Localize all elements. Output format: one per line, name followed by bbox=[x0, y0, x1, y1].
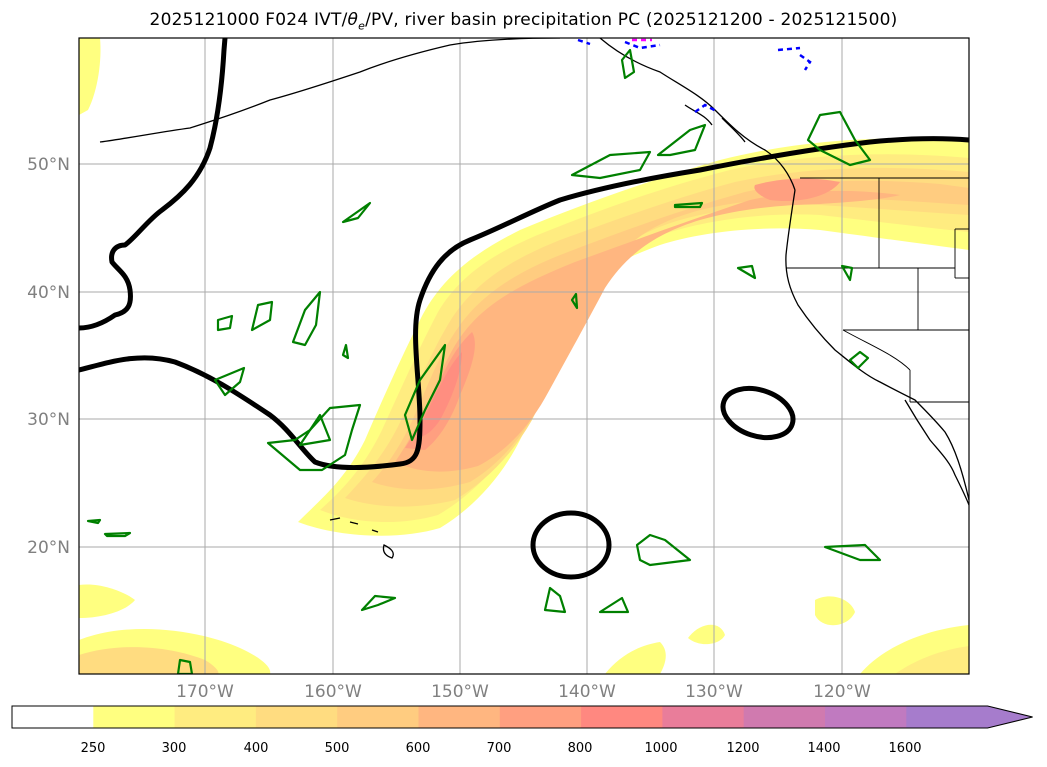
lon-axis: 170°W 160°W 150°W 140°W 130°W 120°W bbox=[176, 682, 871, 702]
lat-label: 50°N bbox=[27, 155, 70, 175]
lat-label: 30°N bbox=[27, 410, 70, 430]
colorbar-segment bbox=[743, 706, 826, 728]
lat-label: 40°N bbox=[27, 283, 70, 303]
ivt-shade-s1 bbox=[605, 642, 666, 674]
colorbar-tick: 600 bbox=[406, 741, 431, 756]
ivt-field bbox=[79, 38, 969, 674]
pv-contour bbox=[570, 150, 652, 180]
pv-contours bbox=[86, 48, 882, 674]
colorbar-segment bbox=[906, 706, 989, 728]
pv-contour bbox=[341, 201, 372, 224]
lon-label: 170°W bbox=[176, 682, 234, 702]
colorbar-segment bbox=[418, 706, 501, 728]
pv-contour bbox=[598, 596, 630, 614]
theta-e-closed-south bbox=[530, 510, 612, 580]
lat-axis: 50°N 40°N 30°N 20°N bbox=[27, 155, 70, 558]
pv-contour bbox=[216, 314, 234, 332]
pv-contour bbox=[840, 264, 854, 282]
pv-contour bbox=[213, 366, 246, 397]
pv-contour bbox=[823, 543, 882, 562]
ivt-shade-600 bbox=[395, 190, 900, 472]
pv-contour bbox=[570, 292, 579, 310]
colorbar-segment bbox=[174, 706, 257, 728]
colorbar-outline bbox=[11, 705, 1033, 729]
pv-contour bbox=[266, 403, 362, 472]
colorbar-tick: 1600 bbox=[888, 741, 921, 756]
pv-contour bbox=[673, 201, 704, 209]
hawaii-islands bbox=[329, 517, 394, 559]
lon-label: 130°W bbox=[685, 682, 743, 702]
map-title: 2025121000 F024 IVT/θe/PV, river basin p… bbox=[149, 10, 898, 33]
baja-coast bbox=[904, 399, 969, 506]
lon-label: 140°W bbox=[558, 682, 616, 702]
colorbar-segment bbox=[337, 706, 419, 728]
pv-contour bbox=[86, 518, 102, 525]
colorbar bbox=[11, 705, 1033, 729]
theta-e-closed-east bbox=[720, 385, 796, 441]
map-border bbox=[78, 37, 970, 675]
pv-contour bbox=[656, 123, 707, 157]
lat-label: 20°N bbox=[27, 538, 70, 558]
state-borders bbox=[786, 177, 969, 403]
colorbar-segment bbox=[581, 706, 663, 728]
colorbar-tick: 1000 bbox=[644, 741, 677, 756]
colorbar-segment bbox=[93, 706, 176, 728]
colorbar-segment bbox=[825, 706, 907, 728]
colorbar-tick: 500 bbox=[325, 741, 350, 756]
ivt-shade-800 bbox=[415, 352, 462, 437]
ivt-shade-nw bbox=[79, 38, 101, 115]
theta-e-line-west bbox=[79, 38, 228, 331]
pv-contour bbox=[403, 343, 447, 442]
pv-contour bbox=[635, 533, 692, 567]
pv-contour bbox=[250, 300, 274, 332]
colorbar-segment bbox=[662, 706, 745, 728]
alaska-coast bbox=[99, 38, 561, 143]
lon-label: 150°W bbox=[431, 682, 489, 702]
pv-contour bbox=[360, 594, 397, 612]
colorbar-segment bbox=[255, 706, 338, 728]
pv-contour bbox=[341, 343, 350, 360]
blue-contour bbox=[694, 103, 719, 114]
blue-contour bbox=[577, 38, 661, 50]
pv-contour bbox=[176, 658, 194, 674]
colorbar-tick: 800 bbox=[568, 741, 593, 756]
lon-label: 160°W bbox=[304, 682, 362, 702]
colorbar-tick: 400 bbox=[244, 741, 269, 756]
pv-contour bbox=[543, 586, 567, 614]
ivt-shade-se bbox=[815, 596, 855, 626]
theta-e-contours bbox=[79, 38, 969, 580]
pv-negative-contours bbox=[577, 38, 812, 114]
colorbar-tick: 1400 bbox=[807, 741, 840, 756]
pv-contour bbox=[736, 264, 757, 280]
pv-contour bbox=[806, 110, 872, 167]
ivt-shade-w bbox=[79, 584, 135, 618]
pv-contour bbox=[298, 413, 332, 447]
pv-contour bbox=[848, 350, 870, 370]
colorbar-segment bbox=[12, 706, 94, 728]
colorbar-tick: 1200 bbox=[726, 741, 759, 756]
ivt-shade-700b bbox=[754, 178, 840, 202]
graticule bbox=[79, 38, 969, 674]
ivt-shade-se3 bbox=[895, 646, 969, 674]
pv-contour bbox=[103, 531, 132, 538]
bc-islands bbox=[684, 104, 746, 143]
colorbar-ticks: 250 300 400 500 600 700 800 1000 1200 14… bbox=[81, 741, 922, 756]
colorbar-tick: 300 bbox=[162, 741, 187, 756]
pv-contour bbox=[620, 48, 636, 80]
colorbar-tick: 250 bbox=[81, 741, 106, 756]
colorbar-segment bbox=[499, 706, 582, 728]
ivt-shade-sw2 bbox=[79, 647, 219, 674]
colorbar-extend-arrow bbox=[987, 706, 1033, 728]
blue-contour bbox=[777, 46, 812, 71]
colorbar-tick: 700 bbox=[487, 741, 512, 756]
lon-label: 120°W bbox=[813, 682, 871, 702]
ivt-shade-s2 bbox=[688, 624, 725, 645]
theta-e-line-main bbox=[79, 136, 969, 470]
pv-contour bbox=[291, 290, 322, 347]
